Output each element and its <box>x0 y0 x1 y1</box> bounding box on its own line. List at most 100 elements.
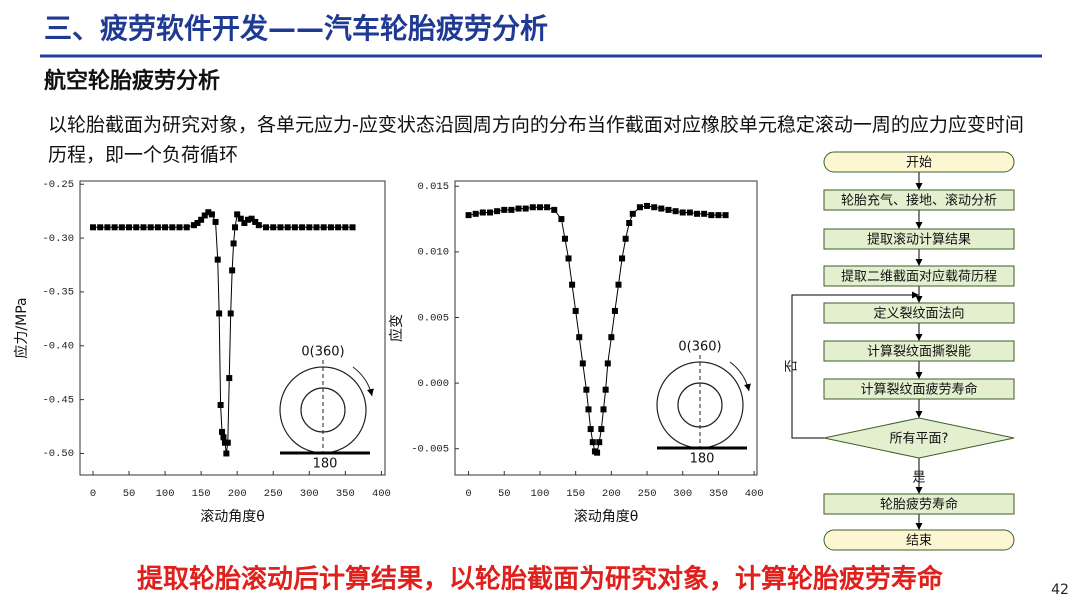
angle-bottom-label: 180 <box>690 452 715 467</box>
plot-frame <box>79 180 386 476</box>
y-tick-label: -0.45 <box>42 394 74 406</box>
data-point <box>162 224 169 231</box>
node-label: 计算裂纹面疲劳寿命 <box>860 382 977 398</box>
node-label: 计算裂纹面撕裂能 <box>867 345 971 360</box>
data-point <box>600 406 607 413</box>
data-point <box>147 224 154 231</box>
data-point <box>651 204 658 211</box>
rotation-arrow <box>352 366 374 397</box>
data-point <box>291 224 298 231</box>
data-point <box>154 224 161 231</box>
data-point <box>622 235 629 242</box>
data-point <box>241 220 248 226</box>
data-point <box>227 310 234 317</box>
data-point <box>551 206 558 213</box>
data-point <box>234 211 241 218</box>
data-point <box>190 222 197 229</box>
x-tick-label: 0 <box>465 488 471 500</box>
process-node <box>823 228 1015 250</box>
x-tick-label: 150 <box>566 488 585 500</box>
data-point <box>111 224 118 231</box>
slide-title: 三、疲劳软件开发——汽车轮胎疲劳分析 <box>44 12 548 45</box>
edge-label-yes: 是 <box>912 471 925 486</box>
data-point <box>176 224 183 231</box>
node-label: 提取滚动计算结果 <box>867 232 971 248</box>
angle-top-label: 0(360) <box>301 345 344 360</box>
data-point <box>194 220 201 226</box>
data-point <box>220 434 227 441</box>
data-point <box>576 334 583 341</box>
data-point <box>313 224 320 231</box>
data-point <box>270 224 277 231</box>
angle-bottom-label: 180 <box>313 457 338 472</box>
data-point <box>232 224 239 231</box>
data-line <box>92 211 353 454</box>
plot-frame <box>454 180 758 476</box>
data-point <box>701 210 708 217</box>
data-point <box>245 216 252 223</box>
y-tick-label: -0.40 <box>42 341 74 353</box>
data-point <box>465 212 472 219</box>
x-tick-label: 50 <box>498 488 511 500</box>
x-tick-label: 350 <box>709 488 728 500</box>
data-point <box>284 224 291 231</box>
data-point <box>472 210 479 217</box>
data-point <box>565 255 572 262</box>
data-point <box>349 224 356 231</box>
data-point <box>230 240 237 247</box>
y-tick-label: -0.30 <box>42 233 74 245</box>
data-point <box>579 360 586 367</box>
y-tick-label: 0.010 <box>417 247 449 259</box>
data-point <box>604 360 611 367</box>
y-tick-label: -0.50 <box>42 448 74 460</box>
process-node <box>823 493 1015 515</box>
data-point <box>544 204 551 211</box>
x-tick-label: 400 <box>745 488 764 500</box>
x-tick-label: 0 <box>90 488 96 500</box>
data-point <box>629 210 636 217</box>
data-point <box>615 281 622 288</box>
data-point <box>619 255 626 262</box>
y-axis-label: 应力/MPa <box>13 297 30 358</box>
data-point <box>327 224 334 231</box>
data-point <box>299 224 306 231</box>
data-point <box>205 209 212 216</box>
data-point <box>140 224 147 231</box>
conclusion: 提取轮胎滚动后计算结果，以轮胎截面为研究对象，计算轮胎疲劳寿命 <box>137 564 944 595</box>
data-point <box>501 206 508 213</box>
data-point <box>583 386 590 393</box>
data-point <box>486 209 493 216</box>
x-tick-label: 250 <box>264 488 283 500</box>
data-point <box>133 224 140 231</box>
data-point <box>214 256 221 263</box>
decision-node <box>823 417 1015 459</box>
data-point <box>715 212 722 219</box>
data-point <box>255 222 262 229</box>
data-point <box>636 204 643 211</box>
y-tick-label: 0.000 <box>417 378 449 390</box>
data-point <box>201 212 208 219</box>
data-point <box>585 406 592 413</box>
terminal-node <box>823 529 1015 551</box>
data-point <box>529 204 536 211</box>
data-point <box>89 224 96 231</box>
node-label: 轮胎疲劳寿命 <box>880 497 958 513</box>
x-axis-label: 滚动角度θ <box>200 508 265 525</box>
data-point <box>626 220 633 226</box>
x-tick-label: 100 <box>156 488 175 500</box>
terminal-node <box>823 151 1015 173</box>
data-point <box>561 235 568 242</box>
y-tick-label: -0.005 <box>411 444 449 456</box>
process-node <box>823 265 1015 287</box>
data-point <box>219 428 226 435</box>
data-point <box>226 375 233 382</box>
section-title: 航空轮胎疲劳分析 <box>44 68 220 94</box>
data-point <box>658 205 665 212</box>
rotation-arrow <box>729 361 751 392</box>
data-point <box>252 218 259 225</box>
process-node <box>823 302 1015 324</box>
data-point <box>320 224 327 231</box>
data-point <box>694 210 701 217</box>
x-tick-label: 50 <box>123 488 136 500</box>
